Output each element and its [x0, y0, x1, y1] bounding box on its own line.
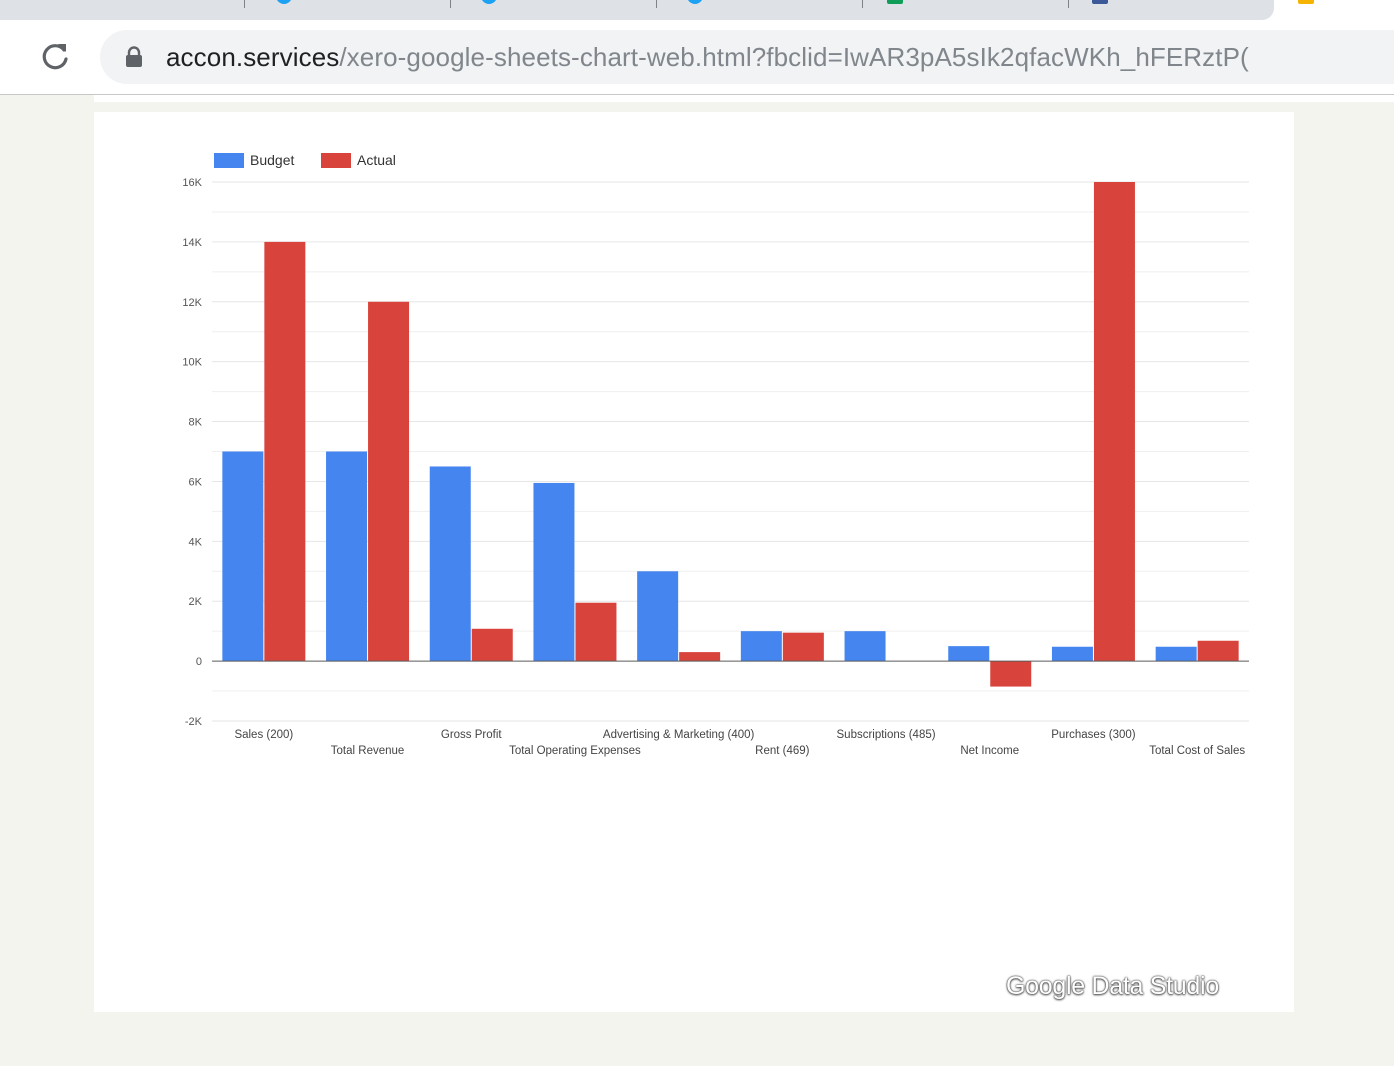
actual-bar	[264, 241, 306, 662]
tab-separator	[862, 0, 863, 8]
tab-favicon-icon	[1092, 0, 1108, 4]
budget-bar	[948, 646, 990, 662]
tab-separator	[656, 0, 657, 8]
tab-separator	[450, 0, 451, 8]
actual-legend-label: Actual	[357, 152, 396, 168]
actual-bar	[679, 652, 721, 662]
y-tick-label: 0	[196, 656, 202, 668]
budget-legend-swatch	[214, 153, 244, 168]
url-text[interactable]: accon.services/xero-google-sheets-chart-…	[166, 42, 1249, 72]
tab-separator	[244, 0, 245, 8]
actual-bar	[1093, 182, 1135, 662]
actual-bar	[368, 301, 410, 662]
y-tick-label: 12K	[182, 297, 202, 309]
tab-favicon-icon	[887, 0, 903, 4]
y-tick-label: 4K	[189, 536, 203, 548]
browser-tab-strip	[0, 0, 1394, 20]
y-tick-label: 2K	[189, 596, 203, 608]
actual-bar	[990, 661, 1032, 687]
x-category-label: Advertising & Marketing (400)	[603, 729, 755, 741]
lock-icon[interactable]	[124, 46, 144, 68]
tab-separator	[1068, 0, 1069, 8]
x-category-label: Purchases (300)	[1051, 729, 1136, 741]
y-tick-label: 16K	[182, 177, 202, 189]
budget-bar	[326, 451, 368, 662]
tab-favicon-icon	[687, 0, 703, 4]
budget-legend-label: Budget	[250, 152, 294, 168]
actual-bar	[782, 632, 824, 662]
x-category-label: Gross Profit	[441, 729, 503, 741]
budget-vs-actual-bar-chart: 16K 14K 12K 10K 8K 6K 4K 2K 0 -2K Sales (200) Total…	[182, 152, 1249, 757]
x-category-label: Net Income	[960, 745, 1019, 757]
active-tab-favicon-icon[interactable]	[1298, 0, 1314, 4]
y-tick-label: 8K	[189, 417, 203, 429]
reload-icon[interactable]	[34, 36, 76, 78]
report-canvas: 16K 14K 12K 10K 8K 6K 4K 2K 0 -2K Sales (200) Total…	[94, 112, 1294, 1012]
y-tick-label: 10K	[182, 357, 202, 369]
address-bar[interactable]: accon.services/xero-google-sheets-chart-…	[100, 30, 1394, 84]
budget-bar	[740, 631, 782, 662]
actual-legend-swatch	[321, 153, 351, 168]
budget-bar	[533, 482, 575, 662]
x-category-label: Subscriptions (485)	[837, 729, 936, 741]
actual-bar	[1197, 640, 1239, 662]
budget-bar	[1051, 646, 1093, 662]
budget-bar	[1155, 646, 1197, 662]
tab-favicon-icon	[276, 0, 292, 4]
actual-bar	[471, 628, 513, 662]
x-category-label: Total Cost of Sales	[1149, 745, 1245, 757]
url-host: accon.services	[166, 42, 340, 72]
url-path: /xero-google-sheets-chart-web.html?fbcli…	[339, 42, 1249, 72]
x-category-label: Total Revenue	[331, 745, 405, 757]
actual-bar	[575, 602, 617, 662]
x-category-label: Total Operating Expenses	[509, 745, 641, 757]
tab-bar	[0, 0, 1274, 20]
y-tick-label: -2K	[185, 716, 203, 728]
budget-bar	[429, 466, 471, 662]
tab-favicon-icon	[481, 0, 497, 4]
browser-toolbar: ‹ accon.services/xero-google-sheets-char…	[0, 20, 1394, 95]
google-data-studio-watermark: Google Data Studio	[1006, 972, 1219, 1000]
y-tick-label: 14K	[182, 237, 202, 249]
budget-bar	[222, 451, 264, 662]
y-tick-label: 6K	[189, 476, 203, 488]
budget-bar	[637, 571, 679, 662]
x-category-label: Sales (200)	[234, 729, 293, 741]
x-category-label: Rent (469)	[755, 745, 810, 757]
back-arrow-icon[interactable]: ‹	[0, 40, 1, 71]
page-top-strip	[94, 95, 1394, 102]
budget-bar	[844, 631, 886, 662]
